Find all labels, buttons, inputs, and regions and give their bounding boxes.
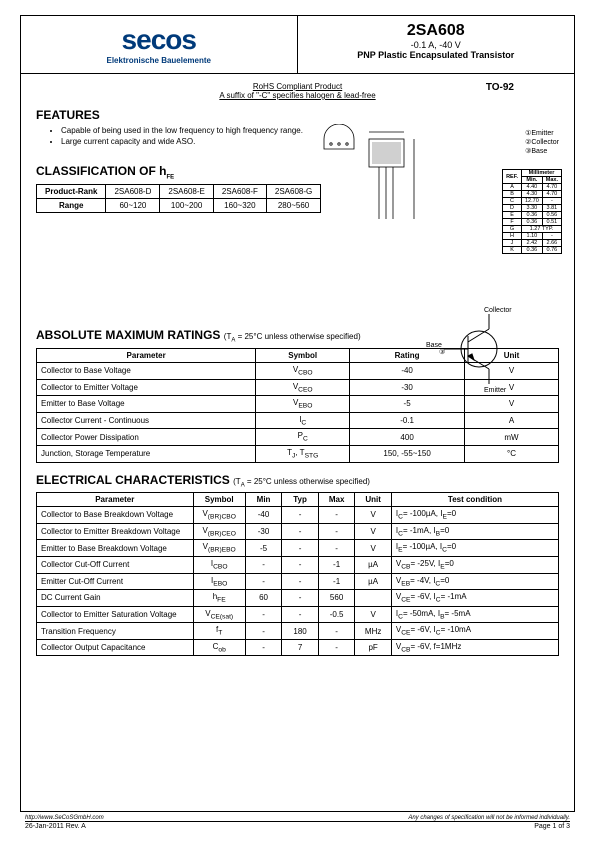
dim-row: C12.70- [503,198,562,205]
svg-text:Collector: Collector [484,307,512,314]
elec-row: Transition FrequencyfT-180-MHzVCE= -6V, … [37,623,559,640]
footer-url: http://www.SeCoSGmbH.com [25,815,104,821]
elec-char-heading: ELECTRICAL CHARACTERISTICS (TA = 25°C un… [36,473,559,489]
pin-emitter: ①Emitter [525,129,559,138]
dim-row: H1.10- [503,233,562,240]
svg-text:Base: Base [426,342,442,349]
pin-legend: ①Emitter ②Collector ③Base [525,129,559,156]
dimension-table: REF.Millimeter Min.Max. A4.404.70B4.304.… [502,169,562,254]
page-footer: http://www.SeCoSGmbH.com Any changes of … [25,815,570,830]
pin-collector: ②Collector [525,138,559,147]
class-header: Product-Rank [37,185,106,199]
maxrat-row: Emitter to Base VoltageVEBO-5V [37,396,559,413]
rohs-line2: A suffix of "-C" specifies halogen & lea… [36,91,559,100]
elec-row: Emitter to Base Breakdown VoltageV(BR)EB… [37,540,559,557]
title-cell: 2SA608 -0.1 A, -40 V PNP Plastic Encapsu… [298,16,575,73]
part-description: PNP Plastic Encapsulated Transistor [304,50,569,60]
elec-row: Emitter Cut-Off CurrentIEBO---1µAVEB= -4… [37,573,559,590]
svg-text:③: ③ [439,348,445,356]
logo-subtitle: Elektronische Bauelemente [29,56,289,65]
footer-page: Page 1 of 3 [534,823,570,830]
elec-row: DC Current GainhFE60-560VCE= -6V, IC= -1… [37,590,559,607]
elec-row: Collector to Emitter Breakdown VoltageV(… [37,523,559,540]
dim-row: K0.360.76 [503,247,562,254]
dim-row: D3.303.81 [503,205,562,212]
maxrat-row: Collector Power DissipationPC400mW [37,429,559,446]
part-number: 2SA608 [304,22,569,40]
maxrat-row: Junction, Storage TemperatureTJ, TSTG150… [37,445,559,462]
dim-row: B4.304.70 [503,191,562,198]
dim-row: G1.27 TYP. [503,226,562,233]
footer-date: 26-Jan-2011 Rev. A [25,823,86,830]
dim-row: F0.360.51 [503,219,562,226]
elec-row: Collector Output CapacitanceCob-7-pFVCB=… [37,639,559,656]
classification-table: Product-Rank 2SA608-D 2SA608-E 2SA608-F … [36,184,321,213]
elec-char-table: Parameter Symbol Min Typ Max Unit Test c… [36,492,559,656]
rating-line: -0.1 A, -40 V [304,40,569,50]
elec-row: Collector Cut-Off CurrentICBO---1µAVCB= … [37,556,559,573]
features-heading: FEATURES [36,108,559,122]
class-row-label: Range [37,199,106,213]
pin-base: ③Base [525,147,559,156]
logo-text: secos [29,24,289,56]
package-type: TO-92 [486,82,514,93]
elec-row: Collector to Emitter Saturation VoltageV… [37,606,559,623]
elec-row: Collector to Base Breakdown VoltageV(BR)… [37,507,559,524]
rohs-line1: RoHS Compliant Product [36,82,559,91]
schematic-symbol: Collector Base Emitter ③ [424,304,524,394]
dim-row: E0.360.56 [503,212,562,219]
logo-cell: secos Elektronische Bauelemente [21,16,298,73]
dim-row: A4.404.70 [503,184,562,191]
footer-disclaimer: Any changes of specification will not be… [408,815,570,821]
dim-row: J2.422.66 [503,240,562,247]
maxrat-row: Collector Current - ContinuousIC-0.1A [37,412,559,429]
svg-text:Emitter: Emitter [484,387,507,394]
